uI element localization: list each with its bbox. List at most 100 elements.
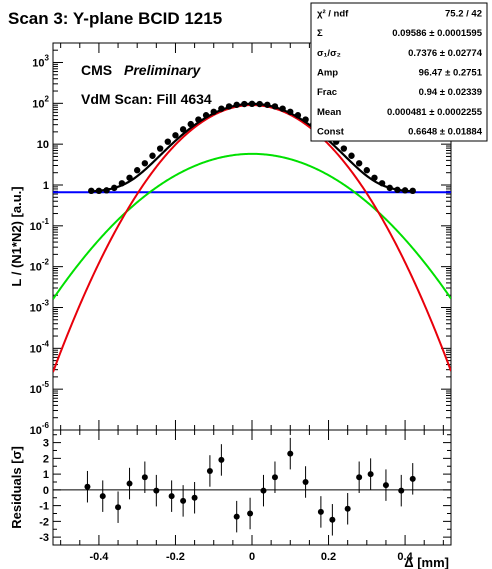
data-point (386, 184, 393, 192)
residual-point (409, 475, 416, 482)
y-tick-label: 10-4 (30, 339, 50, 355)
data-point (378, 180, 386, 187)
residual-point (99, 493, 106, 500)
stats-value: 0.09586 ± 0.0001595 (392, 28, 482, 39)
residual-point (180, 497, 187, 504)
residual-y-tick-label: -2 (39, 516, 49, 528)
residual-y-tick-label: 2 (43, 453, 49, 465)
y-tick-exponent: -2 (42, 258, 50, 267)
data-point (164, 138, 172, 145)
residual-y-tick-label: -1 (39, 501, 49, 513)
x-tick-label: 0.2 (321, 551, 336, 563)
residual-point (271, 474, 278, 481)
residual-point (302, 478, 309, 485)
data-point (88, 187, 95, 195)
stats-value: 75.2 / 42 (445, 8, 482, 19)
stats-label: Mean (317, 107, 341, 118)
stats-label: Const (317, 127, 345, 138)
y-tick-exponent: -6 (42, 421, 50, 430)
residual-point (233, 513, 240, 520)
data-point (264, 101, 271, 108)
data-point (95, 187, 103, 195)
residual-y-tick-label: 1 (43, 469, 49, 481)
data-point (294, 112, 302, 119)
y-axis-label: L / (N1*N2) [a.u.] (9, 186, 24, 286)
data-point (210, 108, 217, 115)
residual-point (398, 487, 405, 494)
data-point (340, 145, 348, 152)
data-point (141, 160, 149, 167)
residual-point (115, 504, 122, 511)
y-tick-exponent: 2 (45, 94, 50, 103)
data-point (156, 145, 164, 152)
preliminary-label: Preliminary (124, 62, 201, 78)
y-tick-exponent: 3 (45, 53, 50, 62)
data-point (363, 167, 371, 174)
data-point (256, 100, 263, 108)
y-tick-label: 10-6 (30, 421, 50, 437)
data-point (241, 100, 248, 108)
data-point (355, 160, 363, 167)
x-tick-label: 0 (249, 551, 255, 563)
data-point (218, 105, 225, 112)
wide-gaussian-component (53, 152, 451, 300)
residual-point (317, 508, 324, 515)
data-point (149, 152, 156, 159)
residual-point (84, 483, 91, 490)
data-point (302, 116, 309, 123)
data-point (287, 108, 294, 115)
residual-point (356, 474, 363, 481)
y-tick-label: 10 (37, 139, 49, 151)
data-point (103, 187, 110, 194)
data-point (409, 187, 416, 195)
residual-y-tick-label: -3 (39, 532, 49, 544)
fit-panel: Scan 3: Y-plane BCID 121510-610-510-410-… (8, 2, 488, 437)
stats-label: σ₁/σ₂ (317, 48, 341, 59)
residual-point (367, 471, 374, 478)
data-point (248, 100, 256, 108)
stats-label: Σ (317, 28, 323, 39)
data-point (279, 105, 286, 112)
residual-point (247, 510, 254, 517)
residual-point (206, 467, 213, 474)
y-tick-label: 10-3 (30, 298, 50, 314)
stats-label: χ² / ndf (317, 8, 349, 19)
narrow-gaussian-component (53, 104, 451, 373)
data-point (126, 174, 133, 181)
data-point (133, 167, 141, 174)
residual-point (168, 493, 175, 500)
stats-value: 96.47 ± 0.2751 (419, 68, 483, 79)
data-point (348, 152, 355, 159)
residual-point (141, 474, 148, 481)
residual-frame (52, 429, 452, 546)
data-point (187, 120, 194, 128)
data-point (225, 103, 233, 110)
stats-value: 0.7376 ± 0.02774 (408, 48, 483, 59)
y-tick-exponent: -3 (42, 298, 50, 307)
residual-point (153, 487, 160, 494)
residual-point (260, 487, 267, 494)
residual-point (329, 516, 336, 523)
residual-point (382, 482, 389, 489)
residual-point (218, 456, 225, 463)
cms-label: CMS (81, 62, 112, 78)
data-point (394, 186, 401, 194)
stats-value: 0.94 ± 0.02339 (419, 87, 482, 98)
y-tick-exponent: -1 (42, 217, 50, 226)
chart-title: Scan 3: Y-plane BCID 1215 (8, 9, 222, 28)
data-point (401, 187, 409, 194)
y-tick-label: 102 (32, 94, 49, 110)
data-point (233, 101, 240, 108)
data-point (371, 174, 378, 181)
x-tick-label: -0.2 (166, 551, 185, 563)
y-tick-label: 10-5 (30, 380, 50, 396)
x-axis-label: Δ [mm] (404, 555, 449, 569)
y-tick-exponent: -5 (42, 380, 50, 389)
data-point (179, 126, 187, 133)
residual-point (191, 494, 198, 501)
y-tick-label: 1 (43, 180, 49, 192)
residual-point (287, 450, 294, 457)
stats-label: Frac (317, 87, 337, 98)
stats-box (310, 2, 488, 142)
